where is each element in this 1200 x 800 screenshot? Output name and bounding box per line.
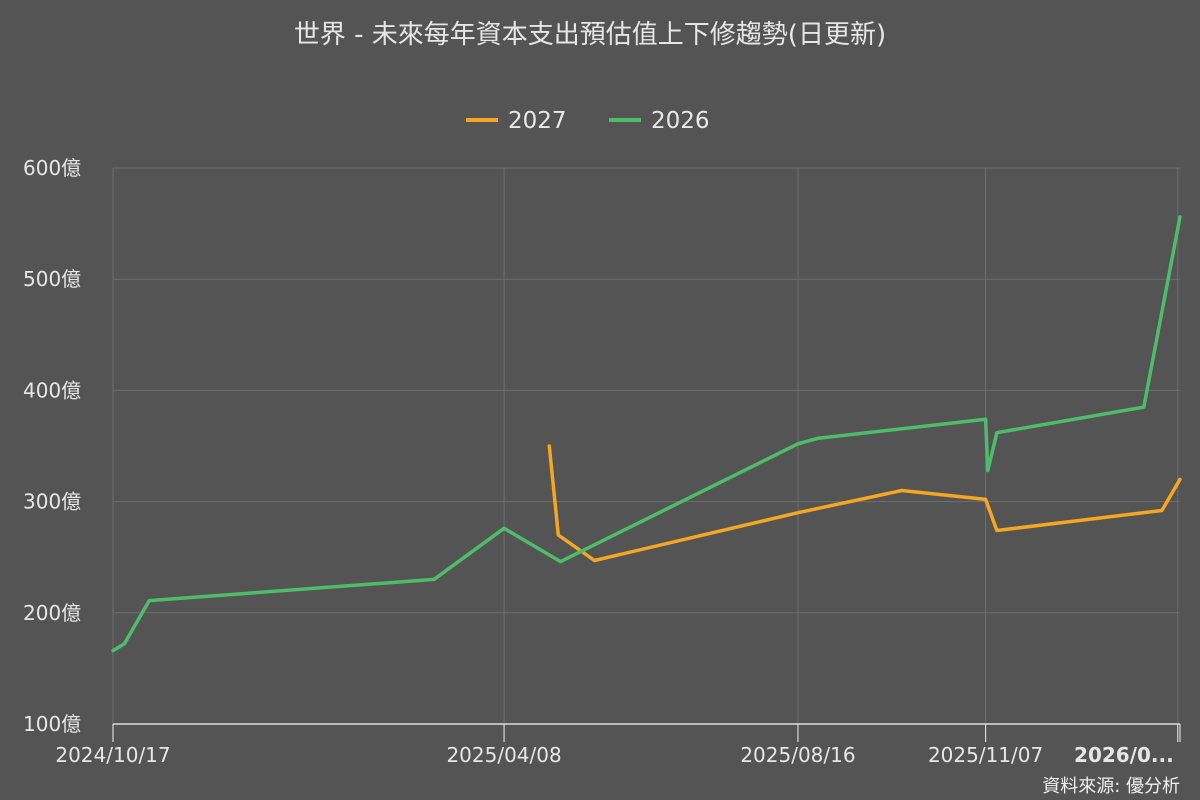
legend: 2027 2026: [466, 108, 710, 134]
y-tick-label: 300億: [23, 490, 81, 514]
series-line-2027: [547, 444, 1182, 563]
chart-title: 世界 - 未來每年資本支出預估值上下修趨勢(日更新): [294, 20, 886, 50]
x-tick-label: 2025/04/08: [446, 743, 561, 767]
y-tick-label: 400億: [23, 378, 81, 402]
x-tick-label: 2026/0...: [1074, 743, 1174, 767]
series-line-2026: [111, 215, 1182, 653]
y-tick-label: 500億: [23, 267, 81, 291]
legend-label-2027: 2027: [508, 108, 567, 134]
x-tick-label: 2025/08/16: [740, 743, 855, 767]
y-tick-label: 200億: [23, 601, 81, 625]
legend-label-2026: 2026: [651, 108, 710, 134]
y-tick-label: 100億: [23, 712, 81, 736]
x-tick-label: 2024/10/17: [55, 743, 170, 767]
source-note: 資料來源: 優分析: [1042, 776, 1180, 797]
x-axis-ticks: 2024/10/17 2025/04/08 2025/08/16 2025/11/07…: [55, 723, 1181, 767]
y-tick-label: 600億: [23, 156, 81, 180]
y-axis-ticks: 600億 500億 400億 300億 200億 100億: [23, 156, 81, 736]
series-lines: [111, 215, 1182, 653]
x-tick-label: 2025/11/07: [928, 743, 1043, 767]
gridlines: [112, 167, 1180, 724]
